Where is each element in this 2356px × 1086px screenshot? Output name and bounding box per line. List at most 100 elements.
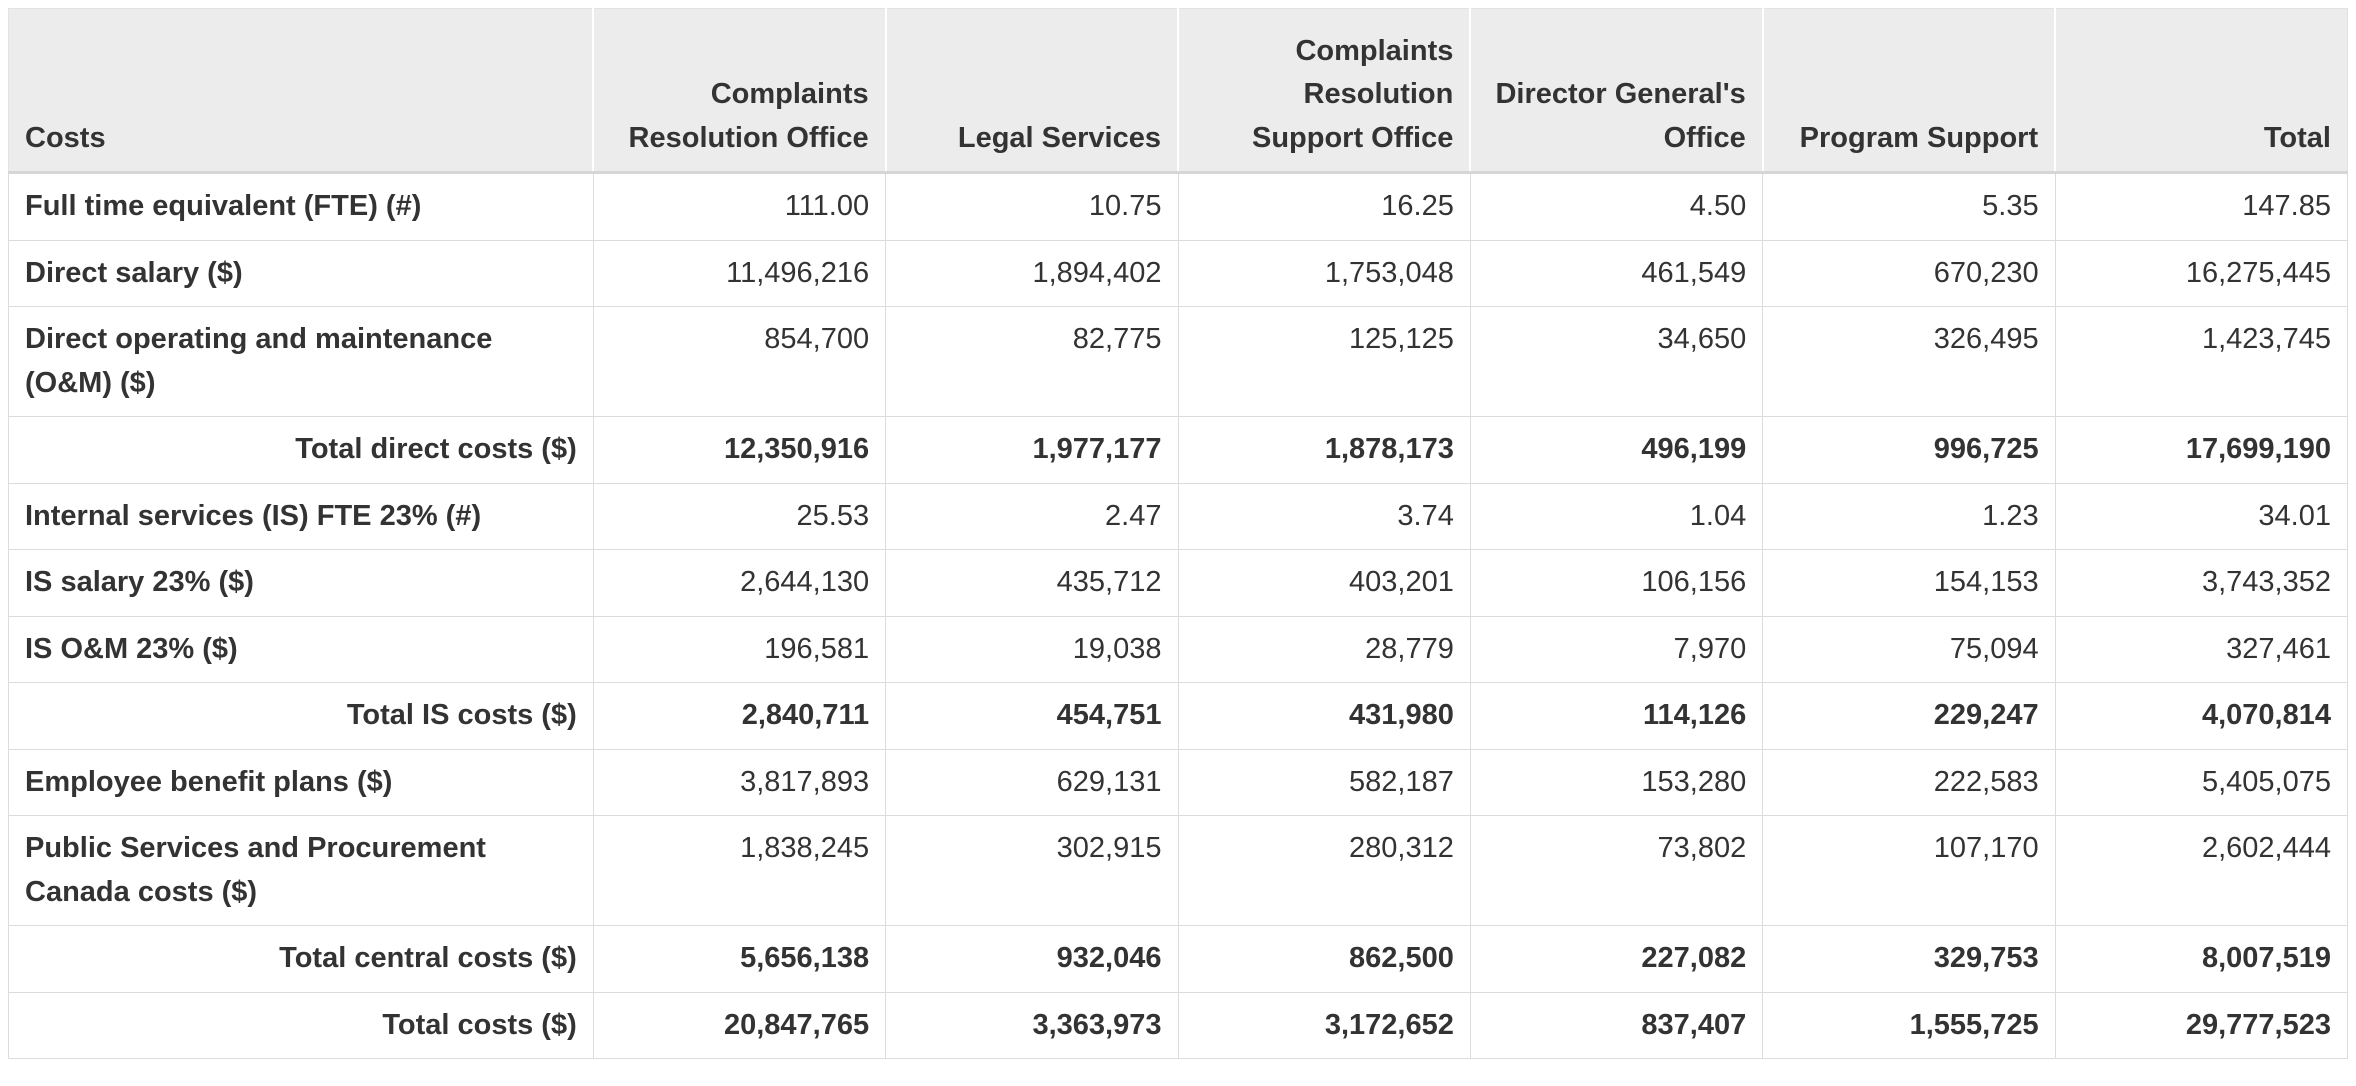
column-header: Total: [2054, 8, 2349, 174]
value-cell: 4,070,814: [2054, 682, 2349, 750]
value-cell: 496,199: [1469, 416, 1764, 484]
row-label: Public Services and Procurement Canada c…: [8, 815, 594, 926]
value-cell: 431,980: [1177, 682, 1471, 750]
value-cell: 147.85: [2054, 172, 2349, 241]
row-label: Direct salary ($): [8, 239, 594, 307]
row-label: Employee benefit plans ($): [8, 748, 594, 816]
value-cell: 326,495: [1762, 306, 2056, 417]
value-cell: 75,094: [1762, 615, 2056, 683]
row-label: Total central costs ($): [8, 925, 594, 993]
value-cell: 3,172,652: [1177, 991, 1471, 1059]
row-label: Total direct costs ($): [8, 416, 594, 484]
value-cell: 862,500: [1177, 925, 1471, 993]
value-cell: 5.35: [1762, 172, 2056, 241]
value-cell: 4.50: [1469, 172, 1764, 241]
value-cell: 227,082: [1469, 925, 1764, 993]
value-cell: 20,847,765: [592, 991, 887, 1059]
value-cell: 3,743,352: [2054, 549, 2349, 617]
column-header: Director General's Office: [1469, 8, 1764, 174]
value-cell: 3,363,973: [885, 991, 1179, 1059]
value-cell: 3,817,893: [592, 748, 887, 816]
value-cell: 114,126: [1469, 682, 1764, 750]
row-label: IS salary 23% ($): [8, 549, 594, 617]
value-cell: 1,977,177: [885, 416, 1179, 484]
value-cell: 82,775: [885, 306, 1179, 417]
value-cell: 25.53: [592, 482, 887, 550]
table-row: IS O&M 23% ($) 196,581 19,038 28,779 7,970 75…: [8, 615, 2349, 683]
value-cell: 280,312: [1177, 815, 1471, 926]
value-cell: 629,131: [885, 748, 1179, 816]
row-label: Full time equivalent (FTE) (#): [8, 172, 594, 241]
value-cell: 932,046: [885, 925, 1179, 993]
value-cell: 582,187: [1177, 748, 1471, 816]
table-row: Total IS costs ($) 2,840,711 454,751 431,98…: [8, 682, 2349, 750]
value-cell: 1,753,048: [1177, 239, 1471, 307]
value-cell: 12,350,916: [592, 416, 887, 484]
value-cell: 222,583: [1762, 748, 2056, 816]
value-cell: 2,602,444: [2054, 815, 2349, 926]
table-header: Costs Complaints Resolution Office Legal S…: [8, 8, 2349, 174]
value-cell: 111.00: [592, 172, 887, 241]
value-cell: 11,496,216: [592, 239, 887, 307]
value-cell: 1,878,173: [1177, 416, 1471, 484]
value-cell: 454,751: [885, 682, 1179, 750]
row-label: Total costs ($): [8, 991, 594, 1059]
table-row: Direct operating and maintenance (O&M) (…: [8, 306, 2349, 417]
value-cell: 28,779: [1177, 615, 1471, 683]
value-cell: 17,699,190: [2054, 416, 2349, 484]
table-row: Total central costs ($) 5,656,138 932,046 8…: [8, 925, 2349, 993]
value-cell: 2,840,711: [592, 682, 887, 750]
table-row: Employee benefit plans ($) 3,817,893 629,1…: [8, 748, 2349, 816]
value-cell: 435,712: [885, 549, 1179, 617]
header-row: Costs Complaints Resolution Office Legal S…: [8, 8, 2349, 174]
table-row: IS salary 23% ($) 2,644,130 435,712 403,201…: [8, 549, 2349, 617]
column-header: Program Support: [1761, 8, 2057, 174]
value-cell: 29,777,523: [2054, 991, 2349, 1059]
table-row: Total direct costs ($) 12,350,916 1,977,17…: [8, 416, 2349, 484]
value-cell: 327,461: [2054, 615, 2349, 683]
row-label: Total IS costs ($): [8, 682, 594, 750]
column-header: Legal Services: [884, 8, 1180, 174]
value-cell: 8,007,519: [2054, 925, 2349, 993]
value-cell: 2.47: [885, 482, 1179, 550]
value-cell: 302,915: [885, 815, 1179, 926]
value-cell: 461,549: [1469, 239, 1764, 307]
column-header: Complaints Resolution Support Office: [1176, 8, 1472, 174]
value-cell: 1,423,745: [2054, 306, 2349, 417]
column-header: Complaints Resolution Office: [592, 8, 887, 174]
value-cell: 996,725: [1762, 416, 2056, 484]
value-cell: 670,230: [1762, 239, 2056, 307]
value-cell: 34,650: [1469, 306, 1764, 417]
value-cell: 5,405,075: [2054, 748, 2349, 816]
value-cell: 329,753: [1762, 925, 2056, 993]
table-row: Full time equivalent (FTE) (#) 111.00 10.7…: [8, 172, 2349, 241]
value-cell: 125,125: [1177, 306, 1471, 417]
value-cell: 1,838,245: [592, 815, 887, 926]
table-body: Full time equivalent (FTE) (#) 111.00 10.7…: [8, 172, 2349, 1059]
table-row: Total costs ($) 20,847,765 3,363,973 3,172,…: [8, 991, 2349, 1059]
row-label: Direct operating and maintenance (O&M) (…: [8, 306, 594, 417]
table-row: Internal services (IS) FTE 23% (#) 25.53 2…: [8, 482, 2349, 550]
value-cell: 10.75: [885, 172, 1179, 241]
value-cell: 196,581: [592, 615, 887, 683]
table-row: Public Services and Procurement Canada c…: [8, 815, 2349, 926]
value-cell: 403,201: [1177, 549, 1471, 617]
value-cell: 16,275,445: [2054, 239, 2349, 307]
value-cell: 2,644,130: [592, 549, 887, 617]
value-cell: 1.04: [1469, 482, 1764, 550]
column-header: Costs: [8, 8, 595, 174]
value-cell: 837,407: [1469, 991, 1764, 1059]
costs-table: Costs Complaints Resolution Office Legal S…: [8, 8, 2349, 1059]
value-cell: 1,555,725: [1762, 991, 2056, 1059]
value-cell: 107,170: [1762, 815, 2056, 926]
value-cell: 229,247: [1762, 682, 2056, 750]
value-cell: 854,700: [592, 306, 887, 417]
value-cell: 7,970: [1469, 615, 1764, 683]
value-cell: 19,038: [885, 615, 1179, 683]
value-cell: 34.01: [2054, 482, 2349, 550]
row-label: Internal services (IS) FTE 23% (#): [8, 482, 594, 550]
table-row: Direct salary ($) 11,496,216 1,894,402 1,75…: [8, 239, 2349, 307]
value-cell: 1.23: [1762, 482, 2056, 550]
row-label: IS O&M 23% ($): [8, 615, 594, 683]
value-cell: 154,153: [1762, 549, 2056, 617]
